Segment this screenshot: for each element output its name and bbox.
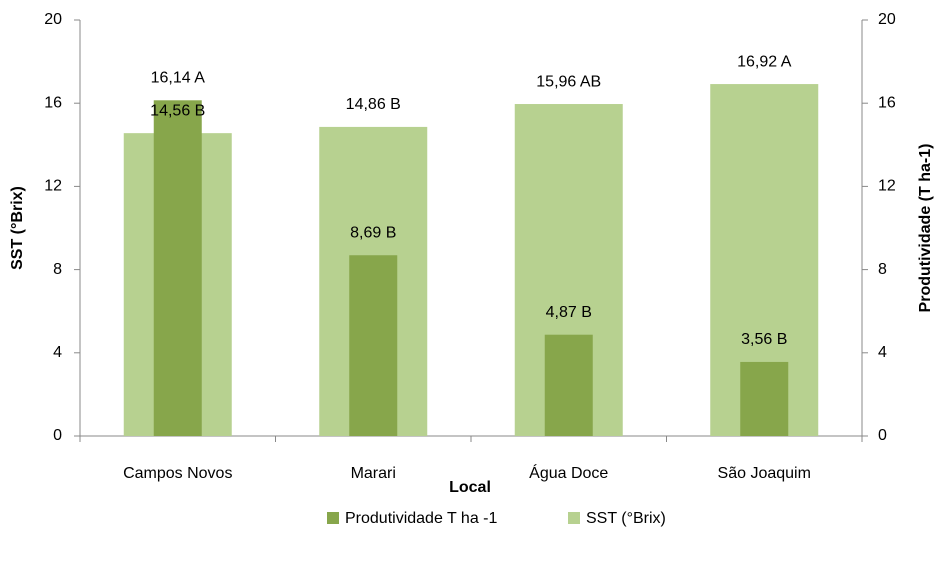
value-label: 14,86 B bbox=[346, 96, 401, 113]
bar bbox=[153, 100, 202, 437]
y2-tick-label: 0 bbox=[878, 427, 887, 444]
bar bbox=[349, 255, 398, 436]
y-tick-label: 4 bbox=[53, 344, 62, 361]
value-label: 8,69 B bbox=[350, 224, 396, 241]
value-label: 4,87 B bbox=[546, 304, 592, 321]
y2-tick-label: 20 bbox=[878, 11, 896, 28]
x-tick-label: São Joaquim bbox=[718, 465, 811, 482]
legend-swatch bbox=[568, 512, 580, 524]
y-tick-label: 20 bbox=[44, 11, 62, 28]
y-tick-label: 0 bbox=[53, 427, 62, 444]
value-label: 16,92 A bbox=[737, 53, 792, 70]
y-tick-label: 12 bbox=[44, 178, 62, 195]
legend-swatch bbox=[327, 512, 339, 524]
value-label: 14,56 B bbox=[150, 102, 205, 119]
x-tick-label: Água Doce bbox=[529, 463, 608, 482]
x-axis-label: Local bbox=[449, 479, 491, 496]
legend-label: SST (°Brix) bbox=[586, 510, 666, 527]
y-axis-label: SST (°Brix) bbox=[9, 186, 26, 270]
y-tick-label: 8 bbox=[53, 261, 62, 278]
y2-tick-label: 4 bbox=[878, 344, 887, 361]
value-label: 3,56 B bbox=[741, 331, 787, 348]
y2-tick-label: 8 bbox=[878, 261, 887, 278]
x-tick-label: Marari bbox=[351, 465, 396, 482]
y2-axis-label: Produtividade (T ha-1) bbox=[917, 144, 934, 313]
bar bbox=[544, 334, 593, 436]
legend-label: Produtividade T ha -1 bbox=[345, 510, 498, 527]
value-label: 16,14 A bbox=[151, 70, 206, 87]
bar bbox=[740, 361, 789, 436]
value-label: 15,96 AB bbox=[536, 73, 601, 90]
y-tick-label: 16 bbox=[44, 94, 62, 111]
y2-tick-label: 16 bbox=[878, 94, 896, 111]
x-tick-label: Campos Novos bbox=[123, 465, 232, 482]
y2-tick-label: 12 bbox=[878, 178, 896, 195]
